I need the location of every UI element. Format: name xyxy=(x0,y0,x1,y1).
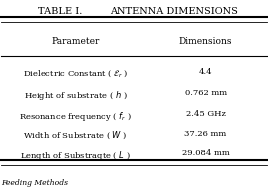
Text: 0.762 mm: 0.762 mm xyxy=(185,89,227,97)
Text: Length of Substraqte ( $L$ ): Length of Substraqte ( $L$ ) xyxy=(20,149,131,162)
Text: 37.26 mm: 37.26 mm xyxy=(184,130,227,138)
Text: 2.45 GHz: 2.45 GHz xyxy=(186,110,226,118)
Text: Resonance frequency ( $f_r$ ): Resonance frequency ( $f_r$ ) xyxy=(19,110,132,123)
Text: Dielectric Constant ( $\mathcal{E}_r$ ): Dielectric Constant ( $\mathcal{E}_r$ ) xyxy=(23,68,128,79)
Text: ANTENNA DIMENSIONS: ANTENNA DIMENSIONS xyxy=(110,7,238,16)
Text: Height of substrate ( $h$ ): Height of substrate ( $h$ ) xyxy=(24,89,128,102)
Text: 29.084 mm: 29.084 mm xyxy=(182,149,229,157)
Text: Dimensions: Dimensions xyxy=(179,36,232,45)
Text: Width of Substrate ( $W$ ): Width of Substrate ( $W$ ) xyxy=(23,130,128,141)
Text: 4.4: 4.4 xyxy=(199,68,213,76)
Text: TABLE I.: TABLE I. xyxy=(38,7,82,16)
Text: Parameter: Parameter xyxy=(51,36,100,45)
Text: Feeding Methods: Feeding Methods xyxy=(1,179,68,187)
